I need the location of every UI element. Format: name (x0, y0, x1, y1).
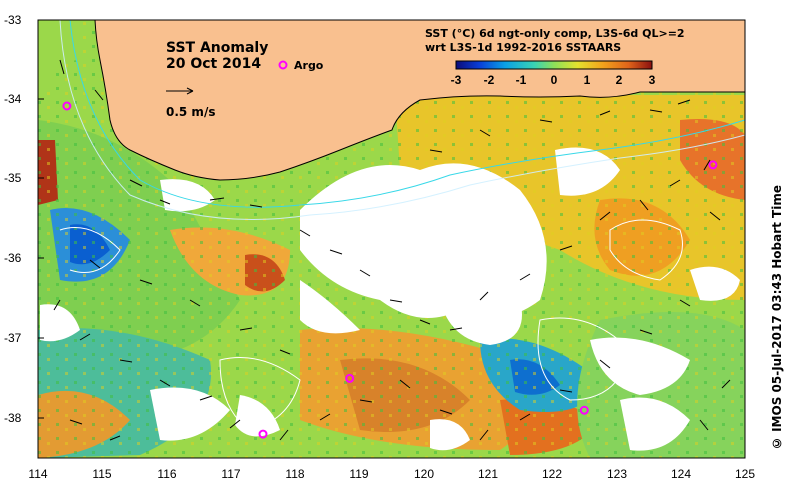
product-description: SST (°C) 6d ngt-only comp, L3S-6d QL>=2 (425, 27, 685, 40)
axis-tick-marks (38, 19, 44, 419)
land-strip-west (38, 20, 80, 95)
lat-label: -38 (4, 411, 22, 425)
lat-label: -36 (4, 251, 22, 265)
longitude-axis: 114 115 116 117 118 119 120 121 122 123 … (28, 467, 755, 481)
lon-label: 119 (349, 467, 368, 481)
arrow-icon (186, 87, 194, 95)
map-title: SST Anomaly (166, 40, 268, 56)
colorbar-tick: 1 (584, 73, 591, 87)
lon-label: 116 (157, 467, 176, 481)
lon-label: 117 (221, 467, 240, 481)
lat-label: -33 (4, 13, 22, 27)
colorbar-tick: 0 (551, 73, 558, 87)
lon-label: 121 (478, 467, 498, 481)
vector-scale-label: 0.5 m/s (166, 105, 215, 119)
map-plot-area (37, 19, 746, 459)
colorbar-tick: -3 (451, 73, 462, 87)
argo-float-marker (708, 160, 718, 170)
lon-label: 120 (414, 467, 434, 481)
vector-scale: 0.5 m/s (166, 87, 215, 119)
land-mass (94, 19, 746, 181)
argo-float-marker (579, 405, 589, 415)
lon-label: 122 (542, 467, 562, 481)
lon-label: 125 (735, 467, 755, 481)
argo-float-marker (345, 373, 355, 383)
current-vectors (53, 59, 731, 441)
colorbar-tick: 2 (616, 73, 623, 87)
colorbar-tick: -1 (516, 73, 527, 87)
credit-text: © IMOS 05-Jul-2017 03:43 Hobart Time (770, 185, 784, 451)
bathymetry-contours (59, 19, 746, 431)
lat-label: -37 (4, 331, 22, 345)
lat-label: -34 (4, 92, 22, 106)
argo-float-marker (62, 101, 72, 111)
colorbar-gradient (455, 60, 653, 70)
lon-label: 124 (671, 467, 691, 481)
argo-legend: Argo (278, 59, 324, 72)
colorbar-tick: -2 (484, 73, 495, 87)
lon-label: 115 (92, 467, 111, 481)
argo-float-marker (258, 429, 268, 439)
colorbar: -3 -2 -1 0 1 2 3 (451, 60, 656, 87)
lon-label: 114 (28, 467, 47, 481)
no-data-gaps (40, 147, 740, 451)
map-date: 20 Oct 2014 (166, 56, 261, 72)
argo-legend-marker (278, 60, 288, 70)
product-reference: wrt L3S-1d 1992-2016 SSTAARS (425, 41, 621, 54)
colorbar-tick: 3 (649, 73, 656, 87)
lat-label: -35 (4, 171, 22, 185)
latitude-axis: -33 -34 -35 -36 -37 -38 (4, 13, 22, 425)
argo-floats (62, 101, 718, 439)
lon-label: 118 (285, 467, 304, 481)
argo-legend-label: Argo (294, 59, 324, 72)
lon-label: 123 (607, 467, 627, 481)
